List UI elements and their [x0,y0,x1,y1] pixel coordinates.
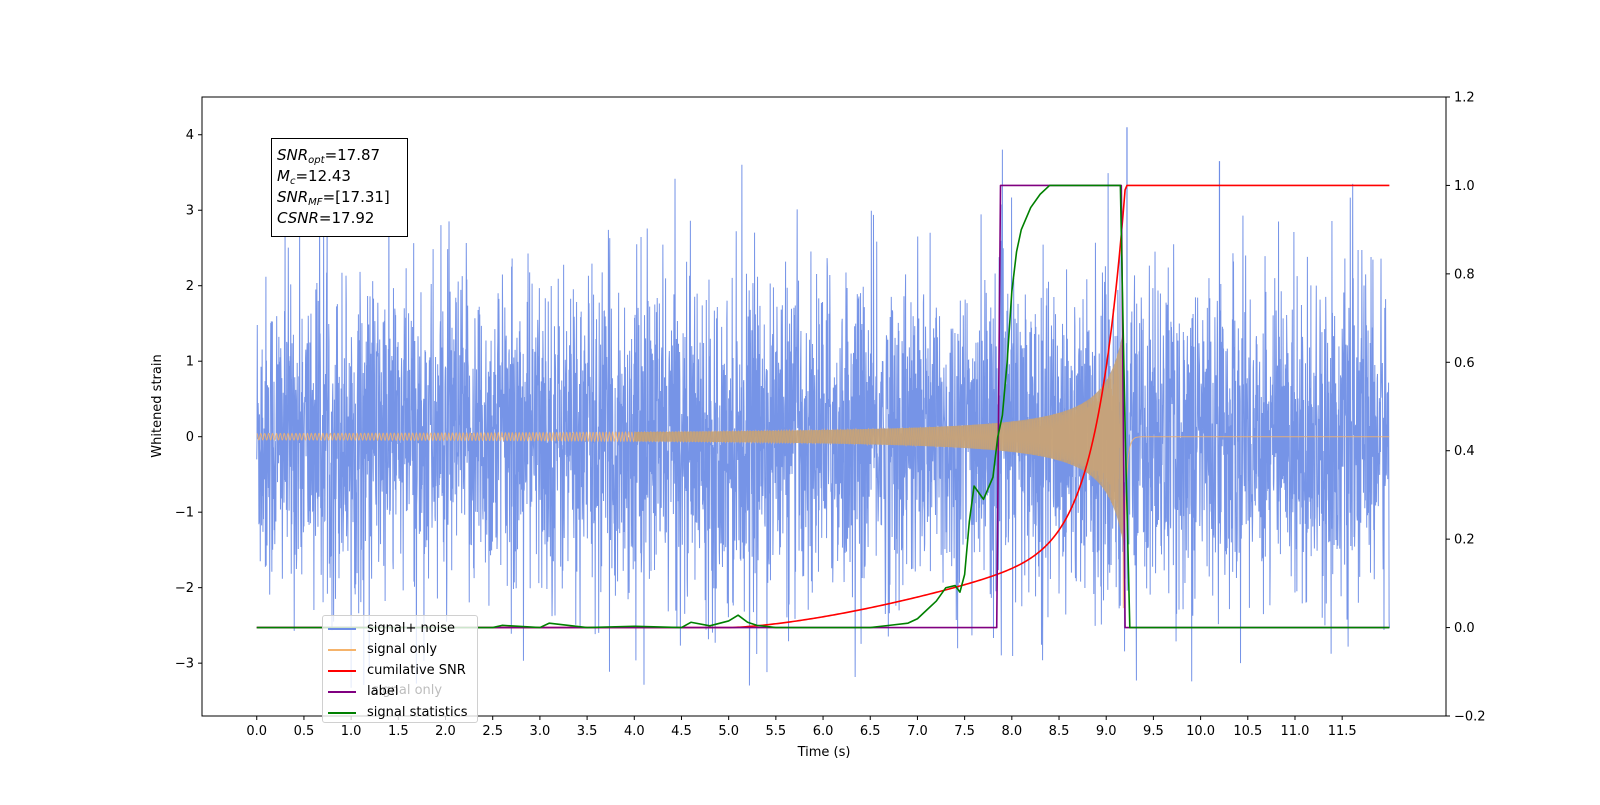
x-tick-label: 3.0 [530,724,551,739]
x-tick-label: 1.5 [388,724,409,739]
chirp-mass-value: =12.43 [295,167,351,185]
x-tick-label: 9.5 [1143,724,1164,739]
snr-mf-var: SNR [277,188,309,206]
legend-swatch-signal-statistics [328,711,356,714]
y2-tick-label: 0.8 [1454,267,1475,282]
y2-tick-label: 0.2 [1454,533,1475,548]
legend-item-signal-noise: signal+ noise [328,618,477,639]
y-tick-label: 2 [186,279,194,294]
y-tick-label: 4 [186,128,194,143]
legend-swatch-signal-noise [328,627,356,630]
y2-tick-label: 0.4 [1454,444,1475,459]
legend-swatch-label [328,690,356,693]
x-tick-label: 6.5 [860,724,881,739]
legend-label-signal-statistics: signal statistics [367,705,468,720]
y2-tick-label: 1.2 [1454,91,1475,106]
csnr-value: =17.92 [318,209,375,227]
y2-tick-label: 1.0 [1454,179,1475,194]
series-signal-only-envelope [634,229,1124,645]
y-tick-label: −2 [175,581,194,596]
legend-label-signal-noise: signal+ noise [367,621,456,636]
chirp-mass-line: Mc=12.43 [277,166,403,187]
y2-tick-label: −0.2 [1454,710,1486,725]
x-tick-label: 7.0 [907,724,928,739]
x-tick-label: 0.0 [246,724,267,739]
x-tick-label: 4.0 [624,724,645,739]
x-tick-label: 2.0 [435,724,456,739]
legend-item-signal-statistics: signal statistics [328,702,477,723]
legend: signal+ noise signal only cumilative SNR… [322,615,478,723]
x-tick-label: 10.0 [1186,724,1215,739]
x-tick-label: 6.0 [813,724,834,739]
legend-item-label: label signal only [328,681,477,702]
chirp-mass-sub: c [289,176,296,187]
x-axis-label: Time (s) [797,745,851,760]
y-axis-label: Whitened strain [150,354,165,457]
series-signal-noise [256,149,1390,688]
legend-swatch-cumilative-snr [328,669,356,672]
legend-swatch-signal-only [328,648,356,651]
snr-mf-line: SNRMF=[17.31] [277,187,403,208]
x-tick-label: 1.0 [341,724,362,739]
legend-label-label: label [367,684,399,699]
csnr-var: CSNR [277,209,319,227]
csnr-line: CSNR=17.92 [277,208,403,229]
y-tick-label: 3 [186,204,194,219]
legend-item-signal-only: signal only [328,639,477,660]
x-tick-label: 9.0 [1096,724,1117,739]
legend-label-signal-only-hidden: signal only [372,683,443,698]
legend-item-cumilative-snr: cumilative SNR [328,660,477,681]
x-tick-label: 5.5 [766,724,787,739]
plot-data-layer [256,127,1390,688]
x-tick-label: 11.5 [1328,724,1357,739]
snr-opt-sub: opt [308,155,325,166]
x-tick-label: 10.5 [1233,724,1262,739]
x-tick-label: 8.0 [1001,724,1022,739]
series-signal-statistics [256,184,1390,629]
legend-label-cumilative-snr: cumilative SNR [367,663,466,678]
plot-area [256,127,1390,688]
chirp-mass-var: M [277,167,290,185]
snr-opt-line: SNRopt=17.87 [277,145,403,166]
x-tick-label: 2.5 [482,724,503,739]
x-tick-label: 4.5 [671,724,692,739]
y-tick-label: −3 [175,657,194,672]
legend-label-signal-only: signal only [367,642,438,657]
snr-mf-sub: MF [308,197,323,208]
snr-mf-value: =[17.31] [322,188,390,206]
snr-opt-value: =17.87 [324,146,381,164]
y-tick-label: −1 [175,506,194,521]
x-tick-label: 11.0 [1281,724,1310,739]
axes-layer: 0.0 0.5 1.0 1.5 2.0 2.5 3.0 3.5 4.0 4.5 5.0 5.5 6.0 6… [175,91,1486,740]
x-tick-label: 3.5 [577,724,598,739]
x-tick-label: 5.0 [718,724,739,739]
plot-frame [201,96,1447,717]
y-tick-label: 1 [186,355,194,370]
y-tick-label: 0 [186,430,194,445]
x-tick-label: 8.5 [1049,724,1070,739]
y2-tick-label: 0.0 [1454,621,1475,636]
y2-tick-label: 0.6 [1454,356,1475,371]
snr-opt-var: SNR [277,146,309,164]
stats-info-box: SNRopt=17.87 Mc=12.43 SNRMF=[17.31] CSNR… [271,138,408,237]
x-tick-label: 7.5 [954,724,975,739]
x-tick-label: 0.5 [294,724,315,739]
